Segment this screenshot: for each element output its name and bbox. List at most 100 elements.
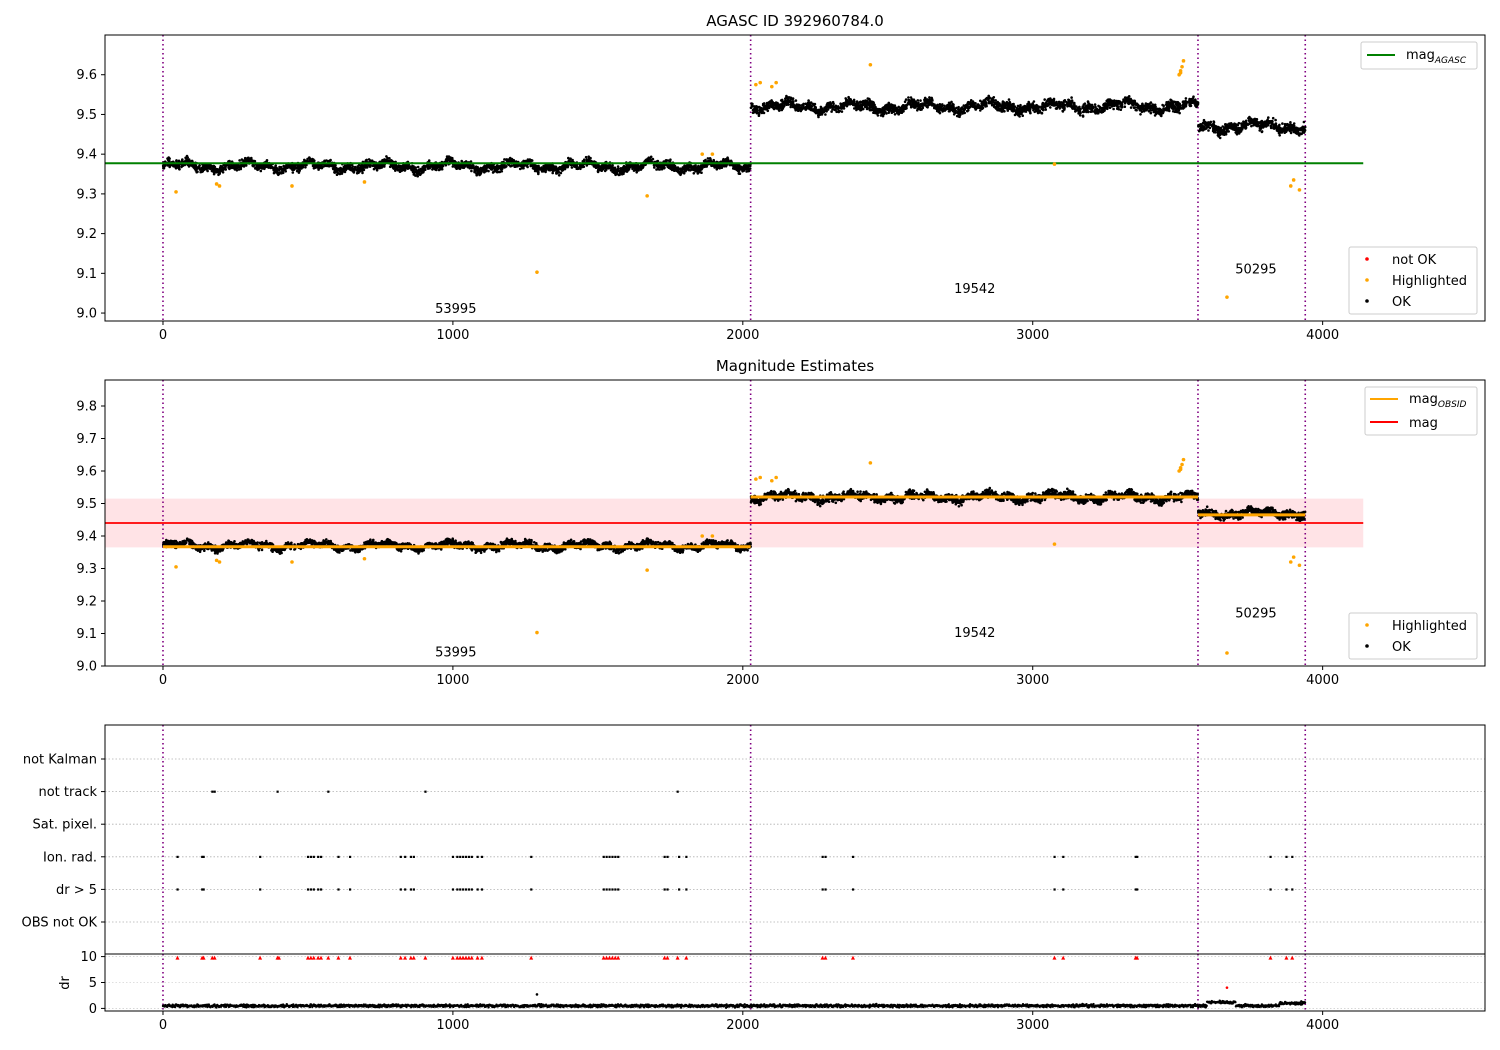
panel1-ok-point: [844, 97, 847, 100]
panel1-ok-point: [437, 168, 441, 172]
panel1-ok-point: [767, 101, 771, 104]
panel1-ok-point: [638, 165, 642, 169]
panel1-ok-point: [671, 166, 674, 170]
panel1-ok-point: [830, 110, 833, 113]
panel1-ok-point: [782, 101, 786, 105]
panel1-ok-point: [625, 167, 628, 170]
panel1-ok-point: [928, 98, 932, 102]
panel1-ok-point: [703, 165, 706, 169]
panel1-ok-point: [912, 98, 916, 101]
panel1-ok-point: [543, 167, 547, 170]
panel1-ok-point: [984, 101, 988, 104]
panel1-ok-point: [890, 111, 894, 114]
panel1-ok-point: [480, 170, 483, 173]
panel1-ok-point: [1193, 100, 1197, 103]
panel1-ok-point: [1153, 105, 1157, 109]
panel1-ok-point: [416, 165, 420, 169]
panel1-ok-point: [555, 172, 558, 175]
panel1-ok-point: [682, 170, 685, 174]
panel1-ok-point: [358, 170, 362, 173]
panel1-ok-point: [386, 159, 390, 162]
panel1-ok-point: [1086, 105, 1089, 109]
panel1-ok-point: [1081, 105, 1085, 108]
panel1-ok-point: [882, 108, 885, 112]
panel1-ok-point: [495, 166, 498, 170]
panel1-ok-point: [1123, 105, 1127, 108]
panel1-ok-point: [1187, 101, 1191, 104]
panel1-ok-point: [747, 169, 751, 173]
panel1-ok-point: [1018, 105, 1022, 108]
panel1-ok-point: [1172, 101, 1175, 104]
panel1-ok-point: [308, 156, 311, 159]
panel1-ok-point: [458, 165, 461, 168]
panel1-ok-point: [1164, 108, 1167, 111]
panel1-ok-point: [366, 165, 369, 169]
panel1-ok-point: [897, 110, 900, 114]
panel1-ok-point: [1091, 106, 1095, 110]
panel1-ok-point: [1063, 103, 1067, 107]
panel1-ok-point: [991, 97, 994, 100]
panel1-ok-point: [904, 98, 908, 101]
panel1-ok-point: [392, 164, 395, 168]
panel1-ok-point: [1112, 102, 1115, 105]
panel1-ok-point: [925, 99, 929, 103]
panel1-ok-point: [651, 157, 655, 161]
panel1-ok-point: [887, 109, 891, 112]
panel1-ok-point: [621, 166, 625, 169]
panel1-ok-point: [754, 106, 757, 110]
panel1-ok-point: [551, 167, 555, 171]
panel1-ok-point: [469, 160, 473, 163]
panel1-ok-point: [1068, 100, 1072, 103]
panel1-ok-point: [617, 169, 621, 173]
panel1-ok-point: [448, 157, 452, 161]
panel1-ok-point: [446, 157, 450, 160]
panel1-ok-point: [337, 167, 341, 171]
panel1-ok-point: [773, 103, 776, 106]
panel1-ok-point: [1073, 107, 1077, 111]
panel1-ok-point: [181, 158, 184, 161]
panel1-ok-point: [1001, 101, 1005, 105]
panel1-ok-point: [1102, 109, 1106, 112]
panel1-ok-point: [272, 171, 276, 175]
panel1-ok-point: [486, 166, 489, 169]
panel1-ok-point: [535, 169, 538, 173]
panel1-ok-point: [961, 110, 965, 113]
panel1-ok-point: [1093, 103, 1097, 106]
panel1-ok-point: [729, 159, 733, 163]
panel1-ok-point: [870, 106, 874, 109]
panel1-ok-point: [850, 100, 854, 103]
panel1-ok-point: [356, 165, 360, 168]
panel1-ok-point: [1006, 109, 1010, 112]
panel1-ok-point: [721, 159, 725, 162]
panel1-ok-point: [720, 164, 724, 168]
panel1-ok-point: [322, 165, 325, 168]
panel1-ok-point: [706, 157, 710, 160]
panel1-ok-point: [786, 97, 789, 100]
panel1-ok-point: [962, 107, 966, 111]
panel1-ok-point: [584, 155, 588, 159]
panel1-ok-point: [700, 164, 703, 168]
panel1-ok-point: [569, 157, 572, 160]
panel1-ok-point: [984, 103, 988, 106]
panel1-ok-point: [871, 103, 874, 107]
panel1-ok-point: [947, 107, 950, 110]
panel1-ok-point: [1184, 97, 1188, 100]
panel1-ok-point: [789, 96, 792, 99]
panel1-ok-point: [993, 102, 997, 105]
panel1-ok-point: [451, 165, 455, 168]
panel1-ok-point: [1096, 111, 1099, 114]
panel1-ok-point: [473, 170, 476, 174]
panel1-ok-point: [1169, 104, 1172, 108]
panel1-ok-point: [1047, 103, 1050, 107]
panel1-ok-point: [952, 109, 956, 112]
panel1-ok-point: [925, 105, 929, 108]
panel1-ok-point: [653, 166, 656, 169]
panel1-ok-point: [792, 100, 795, 103]
panel1-ok-point: [1003, 110, 1006, 113]
panel1-ok-point: [535, 166, 539, 170]
panel1-ok-point: [901, 109, 905, 112]
panel1-ok-point: [468, 166, 472, 170]
panel1-ok-point: [1164, 103, 1168, 106]
